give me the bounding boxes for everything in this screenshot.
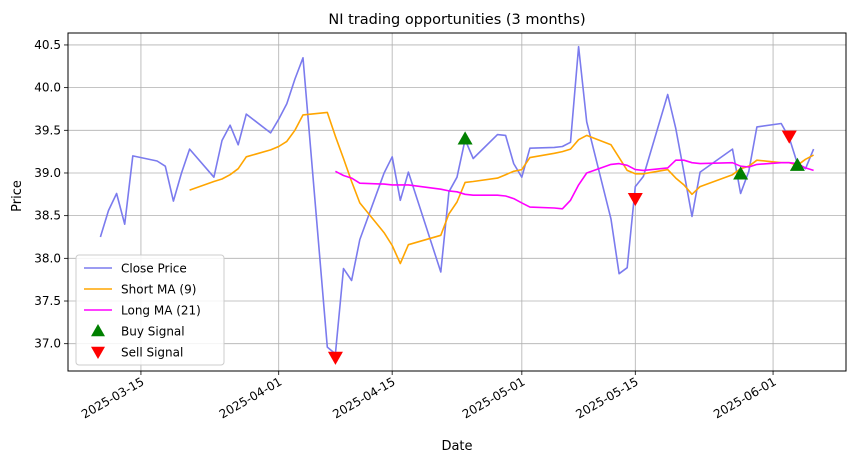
legend-sell-signal-swatch	[91, 346, 105, 359]
plot-area	[99, 45, 815, 365]
legend-box	[75, 254, 225, 366]
long-ma-line	[335, 159, 814, 210]
y-tick-label: 38.5	[34, 209, 61, 223]
legend-buy-signal-label: Buy Signal	[121, 325, 185, 339]
y-axis-label: Price	[10, 180, 25, 212]
legend-buy-signal-swatch	[91, 324, 105, 337]
chart-title: NI trading opportunities (3 months)	[328, 12, 585, 28]
legend-long-ma-label: Long MA (21)	[121, 304, 201, 318]
y-tick-label: 37.5	[34, 294, 61, 308]
legend: Close Price Short MA (9) Long MA (21) Buy S…	[75, 254, 225, 366]
y-tick-label: 39.5	[34, 123, 61, 137]
y-tick-label: 38.0	[34, 251, 61, 265]
x-axis-label: Date	[441, 439, 472, 454]
sell-signal-marker	[781, 130, 797, 144]
legend-short-ma-label: Short MA (9)	[121, 283, 196, 297]
close-price-line	[99, 45, 815, 355]
y-tick-label: 39.0	[34, 166, 61, 180]
sell-signal-marker	[327, 351, 343, 365]
buy-signal-marker	[789, 157, 805, 171]
buy-signal-marker	[457, 131, 473, 145]
y-tick-label: 40.5	[34, 38, 61, 52]
legend-sell-signal-label: Sell Signal	[121, 346, 183, 360]
y-tick-label: 40.0	[34, 81, 61, 95]
short-ma-line	[189, 111, 814, 265]
axes-frame	[67, 32, 847, 372]
sell-signal-marker	[627, 192, 643, 207]
y-tick-label: 37.0	[34, 337, 61, 351]
y-axis: 37.0 37.5 38.0 38.5 39.0 39.5 40.0 40.5	[34, 38, 68, 351]
legend-close-price-label: Close Price	[121, 262, 187, 276]
buy-signal-marker	[733, 166, 749, 180]
